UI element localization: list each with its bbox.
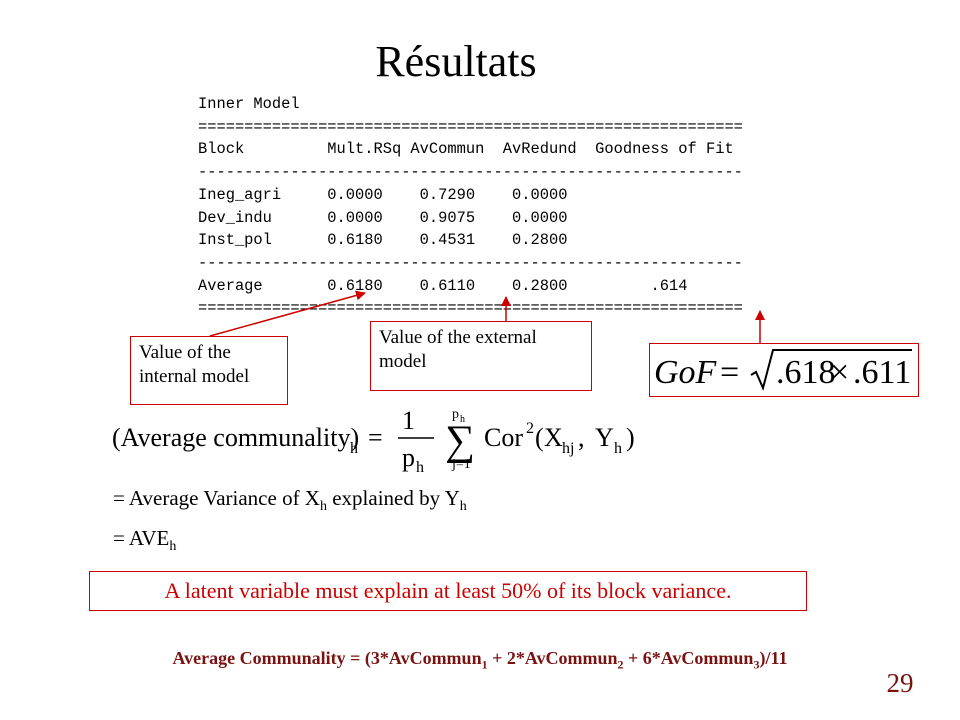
gof-lhs: GoF	[654, 354, 718, 391]
sum-top-sub: h	[460, 414, 465, 425]
ave-symbol-line: = AVEh	[113, 526, 177, 555]
frac-num: 1	[402, 406, 415, 435]
inner-model-output: Inner Model ============================…	[198, 95, 743, 318]
gof-b: .611	[853, 354, 911, 391]
formula-y: Y	[595, 423, 614, 452]
formula-comma: ,	[578, 423, 585, 452]
formula-equals: =	[368, 423, 383, 452]
slide-title: Résultats	[375, 37, 537, 86]
ave-explanation-line: = Average Variance of Xh explained by Yh	[113, 486, 467, 515]
sqrt-icon	[750, 349, 912, 392]
callout-internal-model: Value of the internal model	[130, 336, 288, 405]
sigma-icon: ∑	[445, 418, 475, 464]
average-communality-formula: Average Communality = (3*AvCommun1 + 2*A…	[172, 648, 788, 672]
gof-equals: =	[720, 354, 739, 391]
gof-formula: GoF = .618 × .611	[654, 349, 912, 392]
formula-cor-sup: 2	[526, 420, 534, 437]
gof-times: ×	[830, 354, 849, 391]
frac-den: p	[402, 443, 415, 472]
formula-x: X	[544, 423, 563, 452]
callout-external-model: Value of the external model	[370, 321, 592, 391]
sum-bottom: j=1	[451, 457, 471, 472]
gof-formula-box: GoF = .618 × .611	[649, 343, 919, 397]
sum-top: p	[452, 407, 459, 422]
formula-lhs-sub: h	[350, 440, 358, 457]
formula-cor: Cor	[484, 423, 523, 452]
formula-y-sub: h	[614, 440, 622, 457]
gof-a: .618	[776, 354, 836, 391]
communality-formula: (Average communality) h = 1 p h p h ∑ j=…	[112, 406, 635, 476]
formula-x-sub: hj	[562, 440, 574, 457]
formula-close: )	[626, 423, 635, 452]
page-number: 29	[886, 672, 914, 694]
formula-lhs: (Average communality)	[112, 423, 359, 452]
frac-den-sub: h	[416, 459, 424, 476]
variance-note: A latent variable must explain at least …	[89, 571, 807, 611]
formula-open-paren: (	[535, 423, 544, 452]
